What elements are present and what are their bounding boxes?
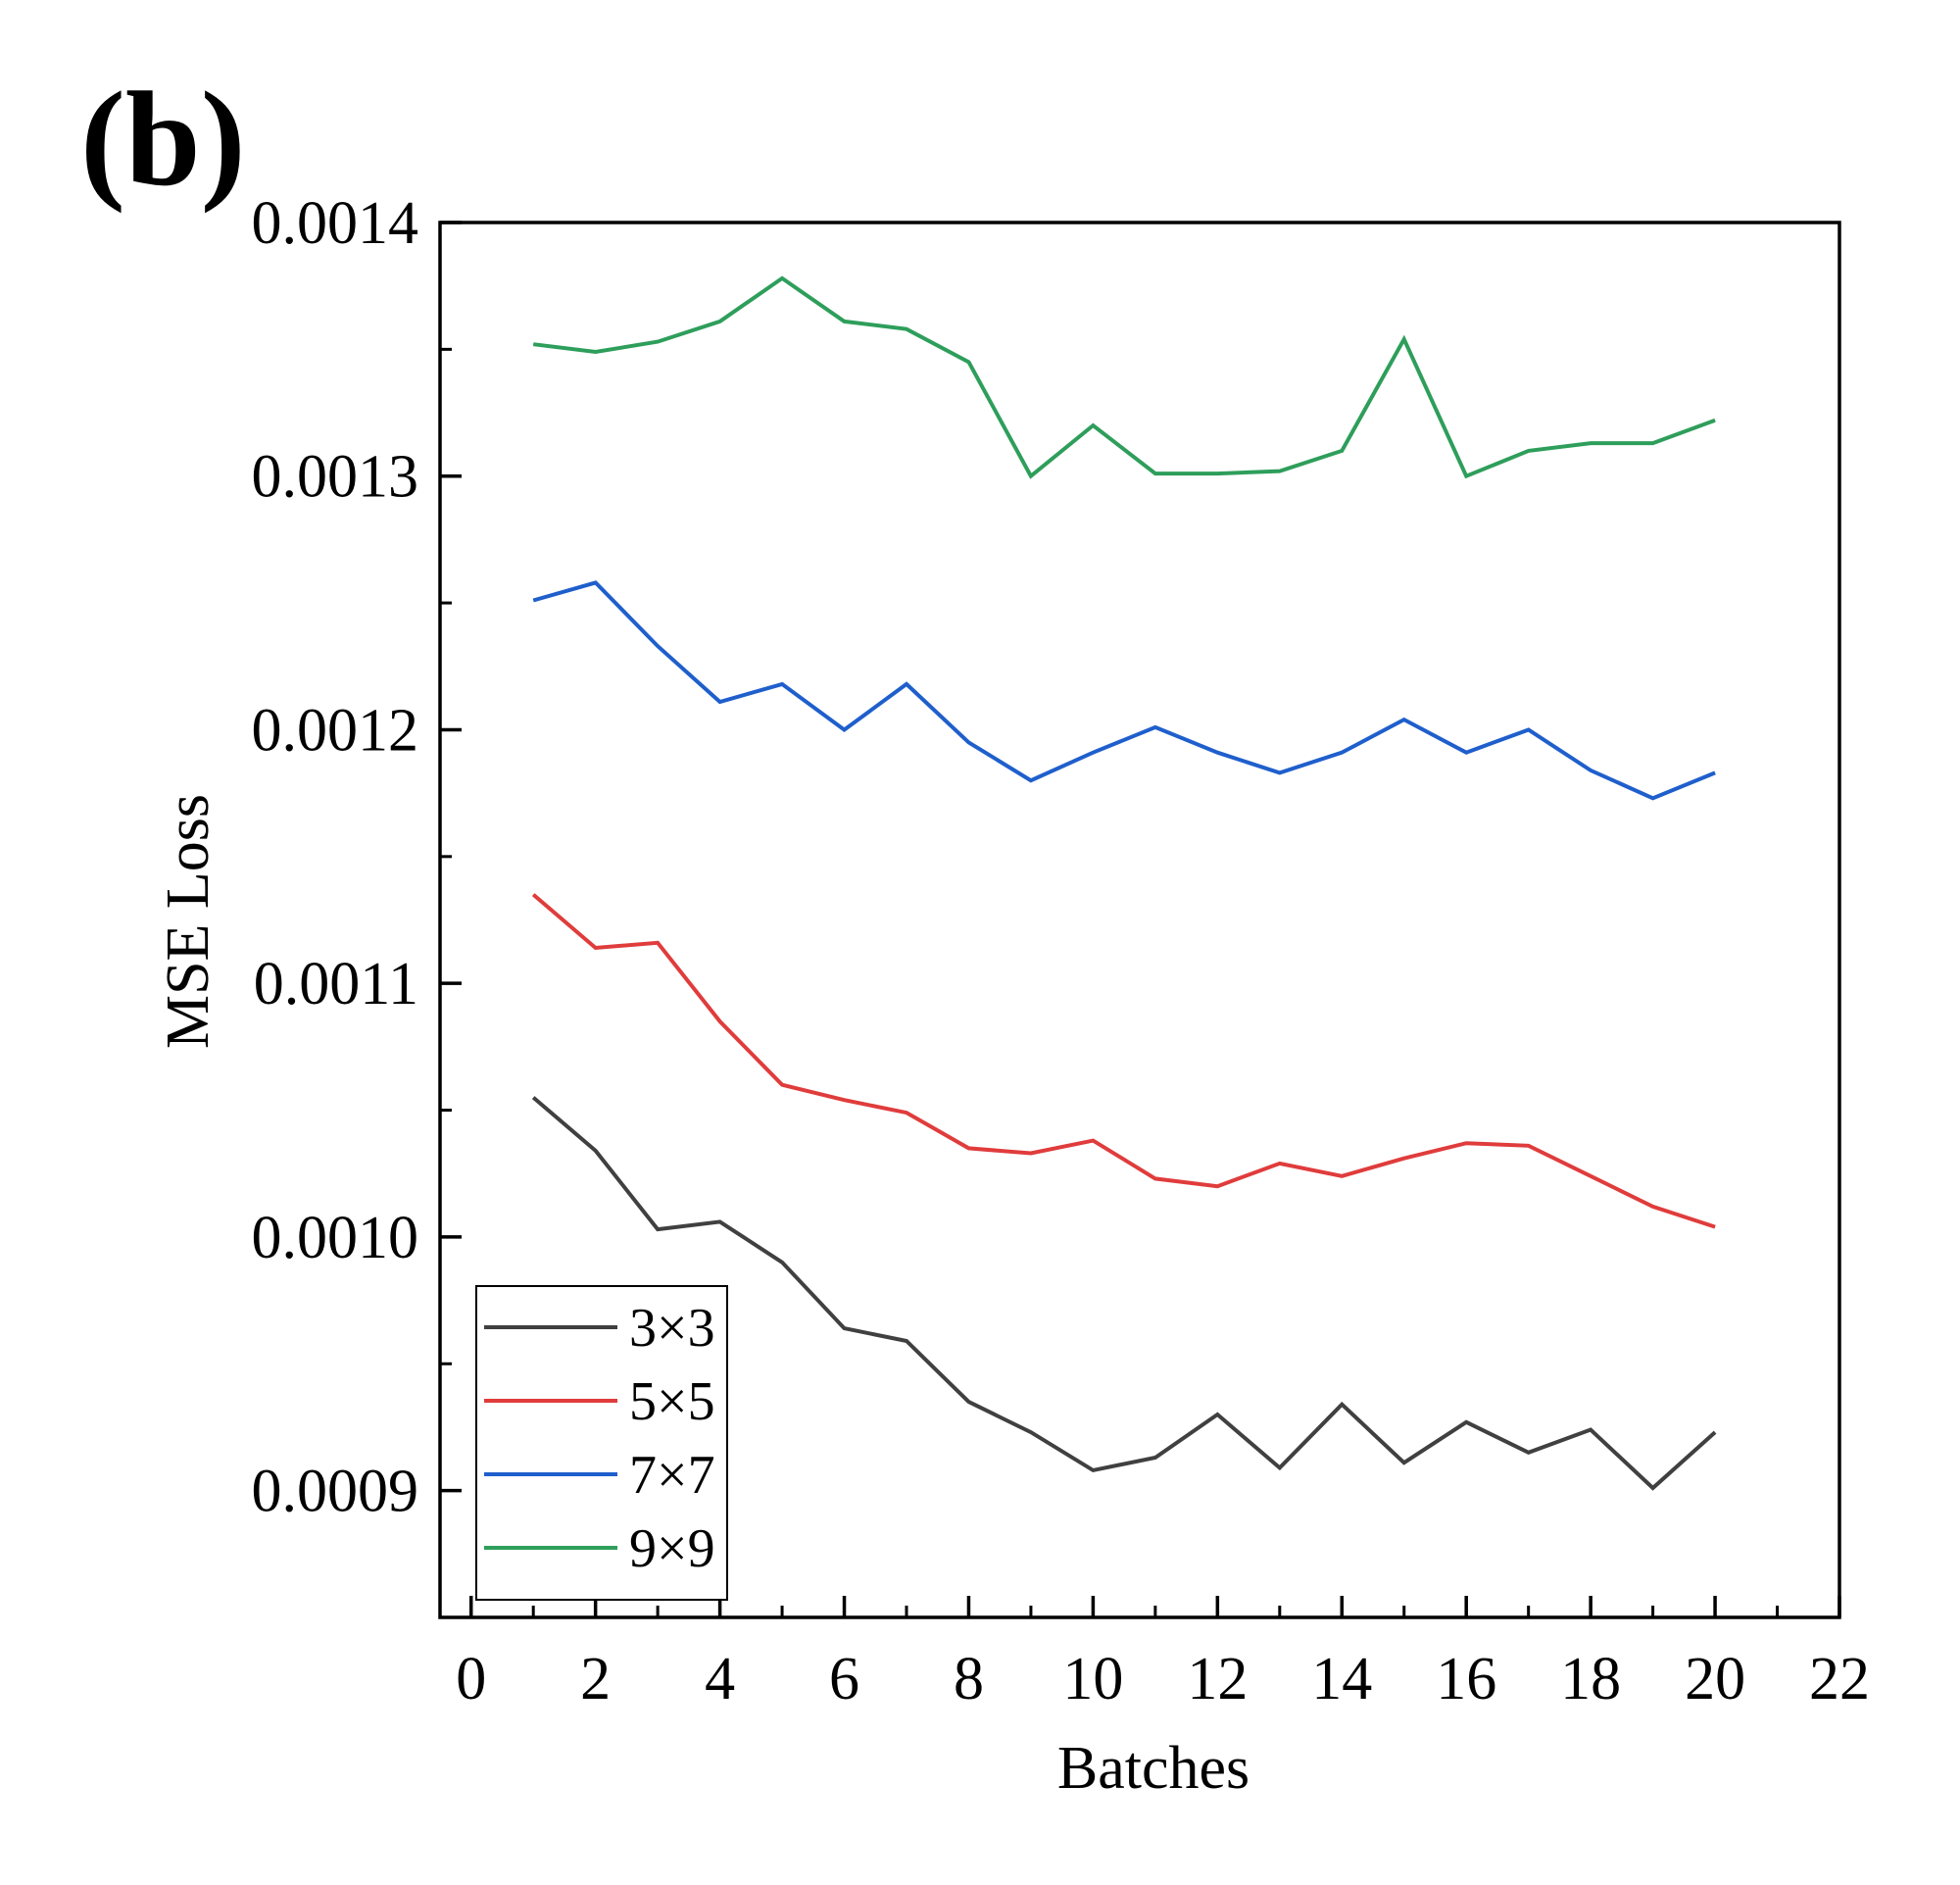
x-axis: 0 2 4 6 8 10 12 14 16 18 20 22 — [456, 1596, 1870, 1712]
x-tick-label: 2 — [580, 1646, 611, 1712]
legend-label[interactable]: 5×5 — [629, 1371, 715, 1432]
legend[interactable]: 3×3 5×5 7×7 9×9 — [475, 1285, 728, 1601]
x-tick-label: 18 — [1560, 1646, 1621, 1712]
x-tick-label: 6 — [829, 1646, 859, 1712]
x-tick-label: 8 — [954, 1646, 984, 1712]
series-line-3×3 — [531, 1096, 1717, 1491]
x-tick-label: 12 — [1187, 1646, 1248, 1712]
y-axis: 0.0009 0.0010 0.0011 0.0012 0.0013 0.0014 — [252, 190, 462, 1525]
y-tick-label: 0.0012 — [252, 697, 419, 764]
x-tick-label: 0 — [456, 1646, 486, 1712]
series-line-7×7 — [532, 580, 1716, 801]
x-tick-label: 22 — [1809, 1646, 1870, 1712]
y-axis-title: MSE Loss — [155, 794, 221, 1049]
y-tick-label: 0.0013 — [252, 444, 419, 511]
x-tick-label: 4 — [705, 1646, 735, 1712]
x-tick-label: 16 — [1436, 1646, 1496, 1712]
y-tick-label: 0.0010 — [252, 1205, 419, 1271]
legend-label[interactable]: 7×7 — [629, 1445, 715, 1506]
legend-label[interactable]: 9×9 — [629, 1518, 715, 1579]
y-tick-label: 0.0011 — [254, 951, 418, 1017]
plot-area — [438, 221, 1841, 1619]
series-line-9×9 — [532, 275, 1716, 479]
x-tick-label: 14 — [1311, 1646, 1372, 1712]
y-tick-label: 0.0014 — [252, 190, 419, 257]
series-group — [531, 275, 1717, 1491]
x-axis-title: Batches — [1057, 1735, 1250, 1802]
legend-label[interactable]: 3×3 — [629, 1298, 715, 1359]
series-line-5×5 — [531, 893, 1716, 1229]
x-tick-label: 10 — [1062, 1646, 1123, 1712]
y-tick-label: 0.0009 — [252, 1459, 419, 1525]
plot-frame — [438, 221, 1841, 1619]
panel-label: (b) — [80, 64, 246, 214]
x-tick-label: 20 — [1685, 1646, 1745, 1712]
